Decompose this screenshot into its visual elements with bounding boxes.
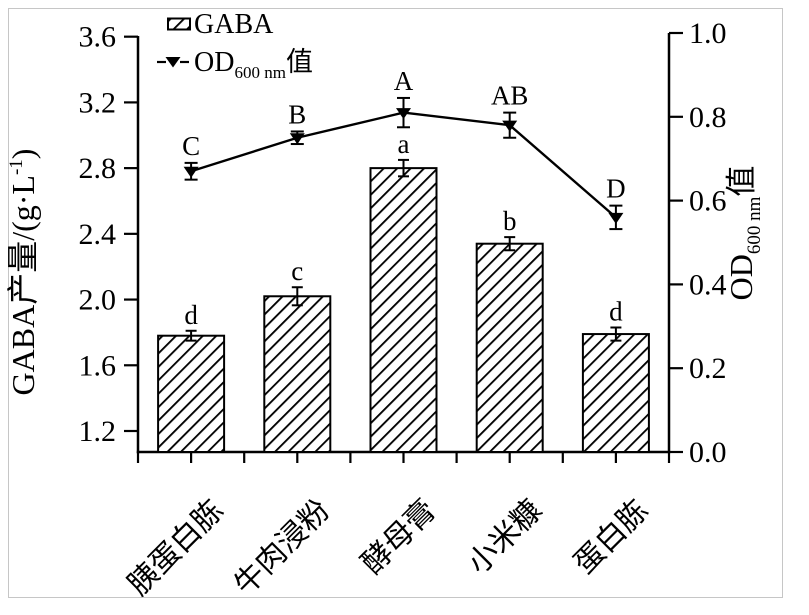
scan-frame	[8, 8, 783, 598]
x-category-label: 酵母膏	[355, 494, 442, 581]
x-category-label: 牛肉浸粉	[228, 494, 336, 602]
left-axis-tick-label: 3.6	[79, 21, 117, 54]
od-sig-letter: B	[288, 99, 306, 129]
legend-item-od: OD600 nm值	[157, 47, 313, 82]
od-sig-letter: AB	[491, 81, 529, 111]
left-axis-tick-label: 1.2	[79, 415, 117, 448]
gaba-bar	[581, 333, 650, 453]
right-axis-tick-label: 0.8	[689, 101, 727, 134]
legend-item-gaba: GABA	[167, 9, 274, 40]
gaba-bar	[263, 295, 332, 453]
right-axis-title: OD600 nm值	[723, 166, 765, 301]
bar-sig-letter: c	[291, 256, 303, 286]
legend-gaba-label: GABA	[194, 9, 274, 40]
left-axis-tick-label: 1.6	[79, 349, 117, 382]
left-axis-tick-label: 3.2	[79, 86, 117, 119]
bar-sig-letter: d	[184, 300, 198, 330]
bar-sig-letter: b	[503, 206, 517, 236]
od-sig-letter: C	[182, 131, 200, 161]
left-axis-tick-label: 2.0	[79, 284, 117, 317]
bar-sig-letter: a	[398, 129, 410, 159]
right-axis-tick-label: 0.6	[689, 185, 727, 218]
od-sig-letter: A	[394, 66, 414, 96]
od-marker-triangle-down-icon	[183, 166, 199, 178]
gaba-bar	[157, 334, 226, 453]
legend-gaba-hatch-swatch-icon	[167, 17, 191, 31]
left-axis-tick-label: 2.4	[79, 218, 117, 251]
od-marker-triangle-down-icon	[289, 133, 305, 145]
right-axis-tick-label: 0.2	[689, 352, 727, 385]
od-marker-triangle-down-icon	[608, 212, 624, 224]
gaba-bar	[369, 167, 438, 453]
left-axis-title: GABA产量/(g·L-1)	[5, 149, 41, 396]
right-axis-tick-label: 0.0	[689, 436, 727, 469]
bar-series-layer: d c a b d	[157, 129, 650, 453]
od-sig-letter: D	[606, 174, 626, 204]
line-series-layer: C B A AB D	[182, 66, 626, 231]
left-axis-tick-label: 2.8	[79, 152, 117, 185]
right-axis-tick-label: 1.0	[689, 17, 727, 50]
bar-sig-letter: d	[609, 296, 623, 326]
legend-od-triangle-down-icon	[165, 57, 181, 68]
od-marker-triangle-down-icon	[396, 108, 411, 120]
gaba-bar	[475, 242, 544, 453]
od-marker-triangle-down-icon	[502, 120, 518, 132]
x-category-label: 小米糠	[462, 494, 549, 581]
legend: GABA OD600 nm值	[157, 9, 313, 82]
x-category-label: 蛋白胨	[568, 494, 655, 581]
x-category-label: 胰蛋白胨	[122, 494, 230, 602]
right-axis-tick-label: 0.4	[689, 268, 727, 301]
legend-od-label: OD600 nm值	[194, 47, 313, 82]
